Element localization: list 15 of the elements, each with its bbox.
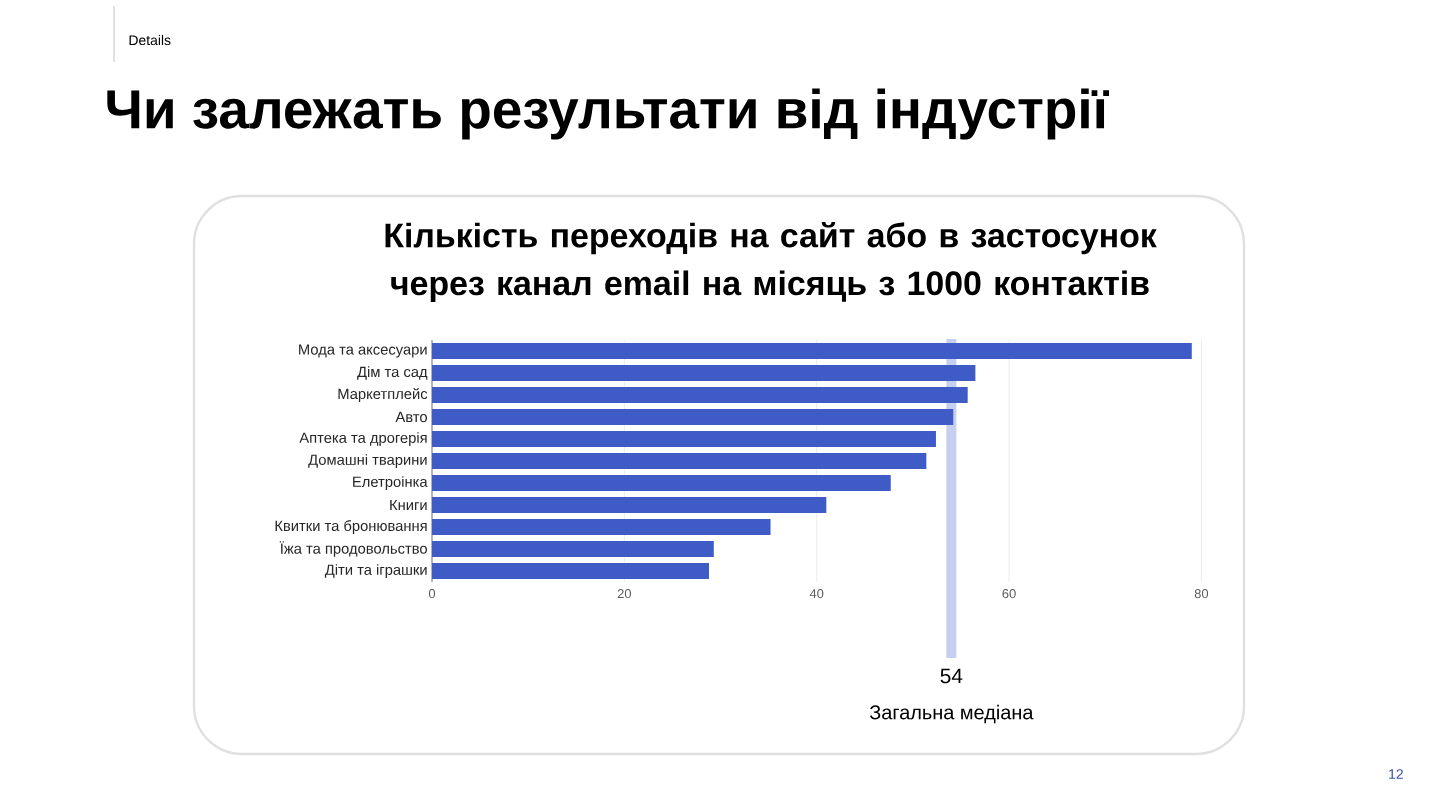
bar	[432, 343, 1192, 359]
text: 54	[940, 668, 963, 684]
bar	[432, 409, 954, 425]
bar	[432, 519, 771, 535]
chart-title: Чи залежать результати від індустрії	[107, 88, 1110, 140]
bar	[432, 387, 968, 403]
bar	[432, 365, 976, 381]
bar	[432, 563, 709, 579]
bar	[432, 497, 827, 513]
ref-line-label: Загальна медіана	[869, 704, 1034, 724]
bar	[432, 453, 927, 469]
bar	[432, 431, 936, 447]
bar	[432, 475, 891, 491]
bar	[432, 541, 714, 557]
chart-subtitle: Кількість переходів на сайт або в застосунок через канал email на місяць з 1000 контактів	[385, 221, 1157, 303]
